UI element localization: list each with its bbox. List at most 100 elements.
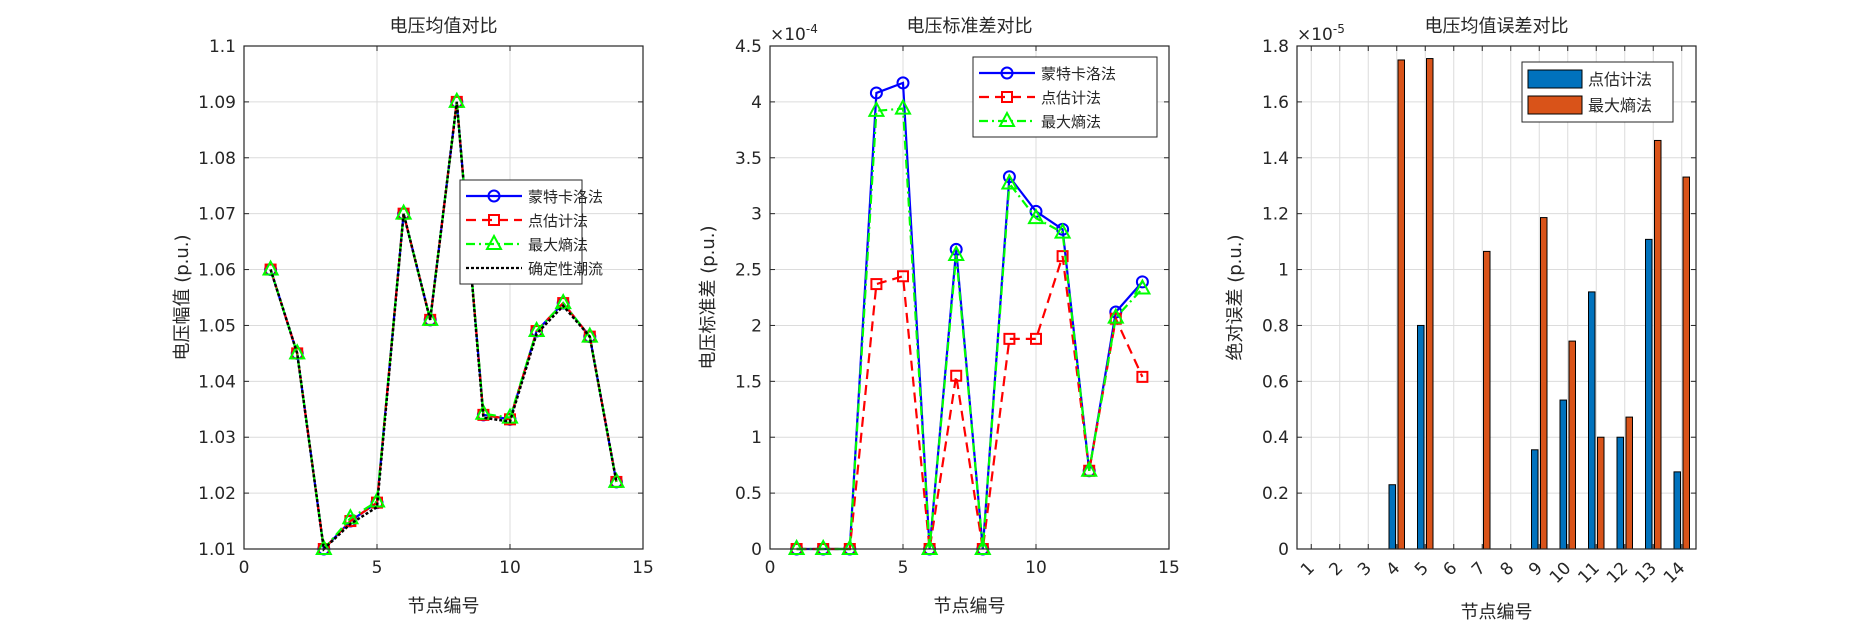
x-tick-label: 10 [1546, 558, 1575, 587]
legend-marker [998, 110, 1016, 127]
legend-label: 最大熵法 [1588, 96, 1652, 115]
plot-area [244, 46, 643, 549]
subplot-1: 0 5 10 15 1.01 1.02 1.03 1.04 1.05 1.06 1.07 1.08 1.… [172, 16, 654, 617]
legend-item-2: 点估计法 [979, 89, 1101, 107]
chart-title: 电压标准差对比 [907, 16, 1033, 37]
data-point-marker [974, 538, 992, 555]
x-tick-label: 5 [1411, 558, 1433, 580]
x-tick-label: 14 [1660, 558, 1689, 587]
data-point-marker [947, 244, 965, 262]
bar [1397, 59, 1405, 550]
y-tick-label: 1.02 [198, 484, 236, 504]
y-tick-label: 2.5 [735, 261, 762, 281]
data-point-marker [1030, 332, 1042, 345]
x-tick-label: 11 [1574, 558, 1603, 587]
exponent-value: -5 [1333, 22, 1345, 36]
data-point-marker [1027, 208, 1045, 225]
data-point-marker [554, 292, 572, 310]
data-point-marker [1000, 173, 1019, 190]
data-point-marker [1135, 275, 1149, 289]
legend-item-2: 最大熵法 [1527, 95, 1652, 115]
data-point-marker [950, 369, 963, 382]
data-point-marker [894, 98, 912, 115]
x-tick-label: 8 [1496, 558, 1518, 580]
legend-label: 最大熵法 [528, 236, 588, 254]
y-tick-label: 3.5 [735, 149, 762, 169]
x-tick-label: 10 [1025, 558, 1047, 578]
bar [1597, 436, 1605, 550]
y-axis-label: 电压标准差 (p.u.) [698, 225, 719, 369]
data-point-marker [870, 278, 883, 291]
data-point-marker [315, 538, 333, 555]
x-tick-label: 15 [1158, 558, 1180, 578]
data-point-marker [920, 538, 939, 555]
bar [1588, 291, 1596, 550]
subplot-3: 1 2 3 4 5 6 7 8 9 10 11 12 13 1400.20.40.60.811.21.41… [1225, 16, 1697, 623]
data-point-marker [1107, 307, 1125, 324]
legend-marker [485, 233, 503, 250]
x-tick-label: 6 [1439, 558, 1461, 580]
x-tick-label: 4 [1382, 558, 1404, 580]
bar [1417, 324, 1425, 550]
axes-box [1296, 45, 1697, 550]
data-point-marker [261, 259, 280, 276]
data-point-marker [421, 309, 439, 326]
bar [1645, 238, 1653, 550]
data-point-marker [368, 491, 386, 508]
bar [1426, 58, 1434, 550]
y-tick-label: 4 [751, 93, 762, 113]
legend-label: 蒙特卡洛法 [528, 188, 603, 206]
x-tick-label: 3 [1354, 558, 1376, 580]
data-point-marker [787, 538, 806, 555]
x-tick-label: 2 [1325, 558, 1347, 580]
y-tick-label: 1.5 [735, 372, 762, 392]
series-3 [787, 98, 1152, 555]
data-point-marker [607, 471, 626, 488]
bar [1388, 484, 1396, 550]
y-tick-label: 0.6 [1262, 372, 1289, 392]
chart-title: 电压均值对比 [390, 16, 498, 37]
legend-item-1: 点估计法 [1527, 69, 1652, 89]
x-tick-label: 0 [765, 558, 776, 578]
x-tick-label: 0 [239, 558, 250, 578]
y-tick-label: 1.1 [209, 37, 236, 57]
y-tick-label: 0.8 [1262, 316, 1289, 336]
y-tick-label: 1.8 [1262, 37, 1289, 57]
y-tick-label: 1.03 [198, 428, 236, 448]
y-tick-label: 3 [751, 205, 762, 225]
series-1 [1388, 238, 1681, 550]
legend-item-2: 点估计法 [466, 212, 588, 230]
y-axis-exponent: ×10-4 [770, 22, 818, 45]
exponent-value: -4 [806, 22, 818, 36]
bar [1616, 436, 1624, 550]
data-point-marker [1056, 250, 1069, 263]
x-tick-label: 5 [372, 558, 383, 578]
axes-box [769, 45, 1170, 550]
y-tick-label: 0.4 [1262, 428, 1289, 448]
y-tick-label: 1.05 [198, 316, 236, 336]
bar [1625, 416, 1633, 550]
data-point-marker [814, 538, 832, 555]
y-tick-label: 0.2 [1262, 484, 1289, 504]
x-tick-label: 1 [1297, 558, 1319, 580]
x-tick-label: 12 [1603, 558, 1632, 587]
legend-item-1: 蒙特卡洛法 [466, 188, 603, 206]
y-tick-label: 2 [751, 316, 762, 336]
y-tick-label: 1.4 [1262, 149, 1289, 169]
y-tick-label: 1.08 [198, 149, 236, 169]
data-point-marker [1002, 170, 1016, 184]
data-point-marker [1003, 332, 1016, 345]
series-4 [269, 101, 618, 552]
data-point-marker [867, 100, 886, 117]
y-axis-label: 电压幅值 (p.u.) [172, 234, 193, 360]
data-point-marker [474, 403, 493, 420]
legend-label: 最大熵法 [1041, 113, 1101, 131]
bar [1531, 449, 1539, 550]
y-tick-label: 0 [1278, 540, 1289, 560]
data-point-marker [841, 538, 859, 555]
x-axis-label: 节点编号 [408, 596, 480, 617]
subplot-2: 0 5 10 15 0 0.5 1 1.5 2 2.5 3 3.5 4 4.5 ×10-4 电压标准差对比节点… [698, 16, 1180, 617]
legend-swatch [1527, 69, 1583, 89]
y-tick-label: 1.6 [1262, 93, 1289, 113]
legend-box [459, 179, 583, 285]
